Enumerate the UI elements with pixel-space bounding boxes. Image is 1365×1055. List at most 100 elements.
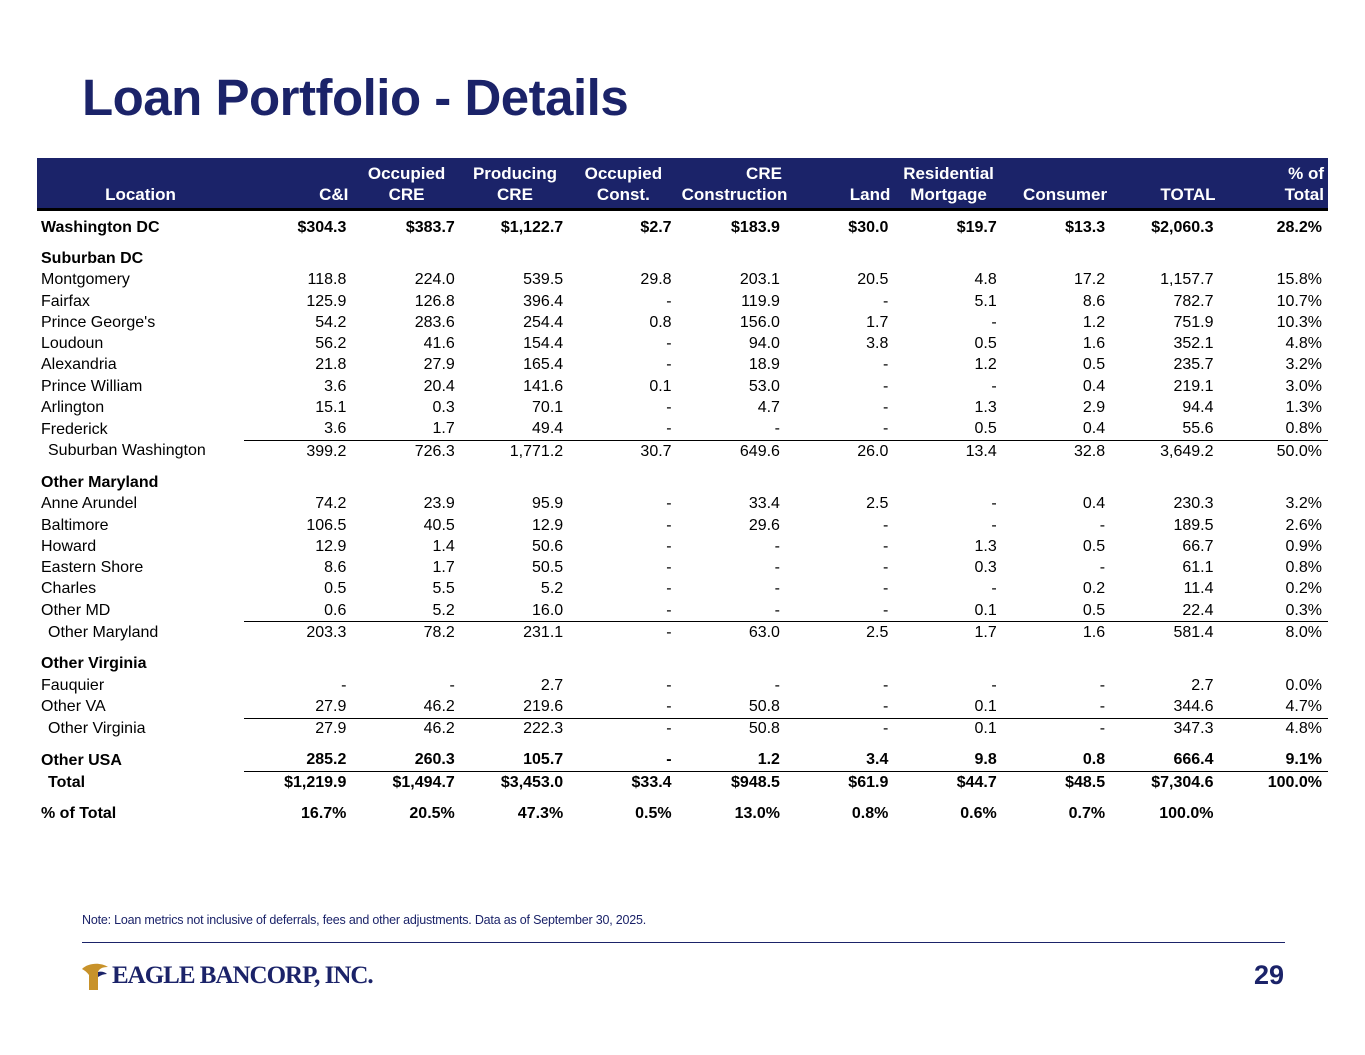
cell-value: 56.2 [315, 335, 347, 353]
row-label: Anne Arundel [41, 495, 138, 513]
cell-value: 1.7 [432, 420, 455, 438]
cell-value: $948.5 [677, 771, 786, 794]
row-label: % of Total [41, 805, 117, 823]
cell-value [678, 654, 786, 675]
cell-value: 33.4 [748, 495, 780, 513]
cell-value: 1,771.2 [460, 439, 570, 463]
cell-value: - [883, 516, 889, 534]
cell-value [786, 472, 894, 493]
cell-value: - [666, 537, 672, 555]
cell-value: 0.2% [1285, 580, 1322, 598]
cell-value: 9.8 [974, 751, 997, 769]
row-label: Baltimore [41, 516, 109, 534]
cell-value: 0.5 [974, 420, 997, 438]
cell-value: 0.3 [974, 559, 997, 577]
eagle-icon [82, 963, 108, 990]
cell-value: 1,157.7 [1160, 271, 1214, 289]
cell-value: - [774, 559, 780, 577]
cell-value: 50.6 [532, 537, 564, 555]
cell-value: 8.6 [324, 559, 347, 577]
cell-value: 1.3 [974, 399, 997, 417]
cell-value: 61.1 [1182, 559, 1214, 577]
cell-value: 50.0% [1219, 439, 1328, 463]
cell-value: 74.2 [315, 495, 347, 513]
cell-value: 4.8 [974, 271, 997, 289]
cell-value: 94.4 [1182, 399, 1214, 417]
row-label: Washington DC [41, 218, 160, 236]
cell-value: 0.6% [960, 805, 997, 823]
cell-value: 2.5 [785, 621, 895, 644]
cell-value: 5.5 [432, 580, 455, 598]
column-header: Occupied Const. [569, 158, 678, 211]
cell-value [569, 472, 677, 493]
cell-value [352, 472, 460, 493]
cell-value: 55.6 [1182, 420, 1214, 438]
cell-value: 105.7 [523, 751, 564, 769]
subtotal-row: Other Virginia 27.9 46.2 222.3-50.8-0.1-347… [37, 717, 1328, 740]
cell-value: 0.9% [1285, 537, 1322, 555]
cell-value: $3,453.0 [460, 771, 570, 794]
table-row: Frederick 3.6 1.7 49.4 - - - 0.5 0.4 55.6 0.8% [37, 419, 1328, 441]
column-header: % of Total [1219, 158, 1328, 211]
cell-value: 3.2% [1285, 495, 1322, 513]
cell-value: 94.0 [748, 335, 780, 353]
cell-value: - [883, 356, 889, 374]
cell-value: 3.6 [324, 420, 347, 438]
spacer-row [37, 238, 1328, 248]
cell-value: 17.2 [1073, 271, 1106, 289]
cell-value: - [991, 495, 997, 513]
cell-value: 50.5 [532, 559, 564, 577]
cell-value: 40.5 [423, 516, 455, 534]
cell-value: 0.5 [1082, 537, 1106, 555]
cell-value: - [1002, 717, 1112, 740]
table-row: Arlington 15.1 0.3 70.1 - 4.7 - 1.3 2.9 94.4 1.3% [37, 397, 1328, 418]
row-label: Total [48, 773, 86, 791]
row-label: Other Maryland [41, 473, 159, 491]
cell-value: - [883, 537, 889, 555]
cell-value: 2.7 [1191, 676, 1214, 694]
cell-value: 203.3 [244, 621, 353, 644]
cell-value: 2.6% [1285, 516, 1322, 534]
cell-value: 118.8 [307, 271, 347, 289]
cell-value: 2.9 [1082, 399, 1106, 417]
cell-value [1003, 472, 1111, 493]
row-label: Montgomery [41, 271, 130, 289]
cell-value: - [666, 516, 672, 534]
cell-value: $7,304.6 [1111, 771, 1220, 794]
column-header-line2: Location [105, 185, 176, 204]
cell-value [244, 472, 352, 493]
table-row: Other MD 0.6 5.2 16.0 - - - 0.1 0.5 22.4 0.3% [37, 600, 1328, 622]
cell-value: - [666, 601, 672, 619]
cell-value [678, 472, 786, 493]
cell-value: - [991, 516, 997, 534]
row-label: Prince William [41, 377, 143, 395]
row-label: Charles [41, 580, 97, 598]
row-label: Other Virginia [48, 719, 146, 737]
cell-value: 0.5 [324, 580, 347, 598]
cell-value: - [666, 676, 672, 694]
cell-value: 20.5% [409, 805, 455, 823]
cell-value: - [991, 580, 997, 598]
table-row: Prince William 3.6 20.4 141.6 0.1 53.0 - - 0.4 21… [37, 376, 1328, 397]
row-label: Loudoun [41, 335, 104, 353]
row-label: Other MD [41, 601, 111, 619]
column-header: CRE Construction [677, 158, 787, 211]
cell-value [244, 654, 352, 675]
column-header-line1 [248, 163, 348, 184]
cell-value [1003, 654, 1111, 675]
cell-value: - [883, 292, 889, 310]
spacer-row [37, 793, 1328, 803]
row-label: Other Maryland [48, 623, 159, 641]
cell-value: 106.5 [306, 516, 347, 534]
cell-value: 0.2 [1082, 580, 1106, 598]
cell-value: 581.4 [1111, 621, 1220, 644]
table-row: Montgomery 118.8 224.0 539.5 29.8 203.1 20.5 4.… [37, 270, 1328, 291]
cell-value: $304.3 [297, 218, 347, 236]
column-header-line2: Consumer [1023, 185, 1108, 204]
cell-value: - [883, 676, 889, 694]
cell-value: - [883, 399, 889, 417]
cell-value: - [449, 676, 455, 694]
cell-value: 285.2 [306, 751, 347, 769]
cell-value: 21.8 [315, 356, 347, 374]
cell-value: - [883, 559, 889, 577]
